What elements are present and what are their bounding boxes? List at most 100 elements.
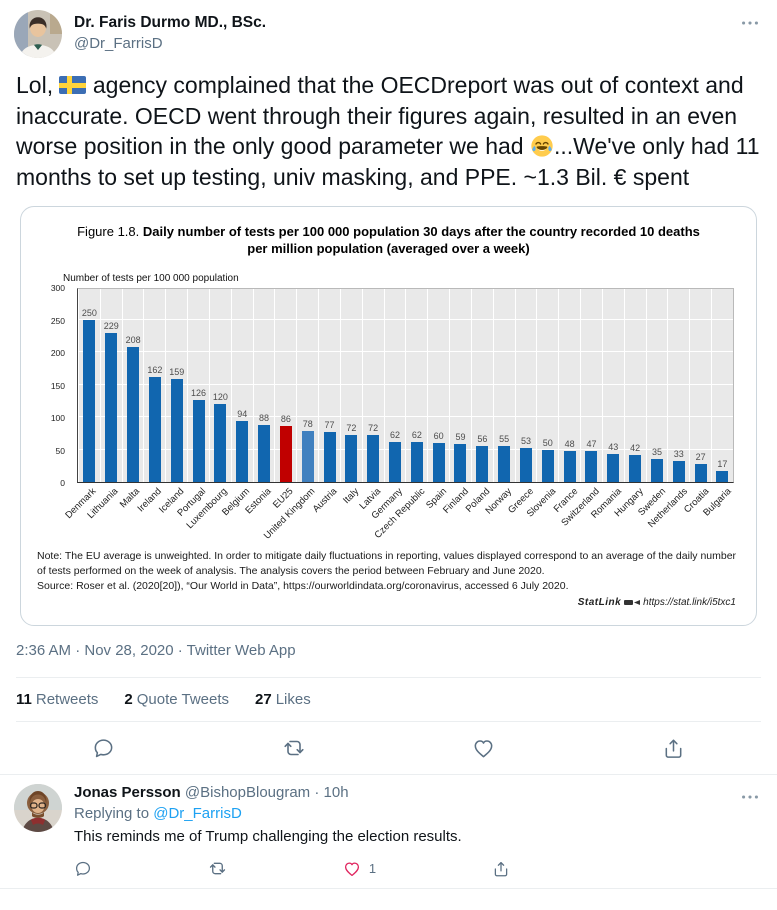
replying-to-line: Replying to @Dr_FarrisD bbox=[74, 805, 731, 822]
retweet-icon bbox=[284, 740, 304, 756]
retweet-button[interactable] bbox=[282, 736, 306, 760]
reply-share-button[interactable] bbox=[492, 859, 510, 878]
share-button[interactable] bbox=[662, 736, 685, 760]
bar-slovenia bbox=[541, 449, 554, 482]
bar-value-label: 42 bbox=[630, 442, 641, 453]
reply-like-button[interactable]: 1 bbox=[343, 859, 376, 878]
bar-column: 47 bbox=[580, 289, 602, 482]
reply-text: This reminds me of Trump challenging the… bbox=[74, 828, 462, 845]
bar-column: 88 bbox=[252, 289, 275, 482]
bar-iceland bbox=[170, 378, 183, 482]
retweets-stat[interactable]: 11 Retweets bbox=[16, 691, 98, 708]
avatar[interactable] bbox=[14, 10, 62, 58]
like-count: 27 bbox=[255, 691, 272, 708]
chart-figure-number: Figure 1.8. bbox=[77, 224, 143, 239]
bar-germany bbox=[389, 441, 401, 482]
bar-value-label: 62 bbox=[411, 429, 422, 440]
bar-lithuania bbox=[105, 333, 118, 482]
reply-retweet-button[interactable] bbox=[208, 859, 227, 878]
reply-button[interactable] bbox=[92, 736, 115, 760]
tweet-text: Lol, agency complained that the OECDrepo… bbox=[0, 70, 777, 192]
bar-value-label: 208 bbox=[125, 334, 141, 345]
bar-value-label: 77 bbox=[324, 419, 335, 430]
tweet-text-segment: Lol, bbox=[16, 72, 60, 98]
chart-plot-area: 250 229 208 162 159 126 120 94 88 86 78 77 72 72 62 62 6… bbox=[77, 288, 734, 483]
tweet-media-chart[interactable]: Figure 1.8. Daily number of tests per 10… bbox=[20, 206, 757, 626]
bar-column: 126 bbox=[187, 289, 209, 482]
reply-author-name[interactable]: Jonas Persson bbox=[74, 784, 181, 801]
tweet-text-segment: ...We've only had 11 months to set up te… bbox=[16, 133, 760, 190]
reply-action-bar: 1 bbox=[74, 859, 510, 888]
bar-belgium bbox=[236, 420, 249, 482]
reply-handle-time: @BishopBlougram · 10h bbox=[184, 784, 349, 801]
bar-latvia bbox=[367, 435, 380, 482]
bar-value-label: 59 bbox=[455, 431, 466, 442]
chart-statlink: StatLink https://stat.link/i5txc1 bbox=[33, 597, 744, 609]
author-name[interactable]: Dr. Faris Durmo MD., BSc. bbox=[74, 14, 267, 31]
likes-stat[interactable]: 27 Likes bbox=[255, 691, 311, 708]
bar-ireland bbox=[148, 376, 161, 482]
retweet-count: 11 bbox=[16, 691, 32, 708]
bar-value-label: 120 bbox=[212, 392, 228, 402]
chart-x-axis-labels: Denmark Lithuania Malta Ireland Iceland Portu… bbox=[63, 483, 734, 547]
bar-value-label: 250 bbox=[81, 307, 97, 318]
replying-to-link[interactable]: @Dr_FarrisD bbox=[153, 805, 242, 822]
bar-value-label: 229 bbox=[103, 321, 119, 332]
tweet-text-segment: agency complained that the OECDreport wa… bbox=[16, 72, 744, 159]
bar-value-label: 60 bbox=[433, 431, 444, 441]
chart-y-axis-label: Number of tests per 100 000 population bbox=[63, 273, 239, 284]
reply-icon bbox=[94, 738, 113, 757]
reply-name-line: Jonas Persson @BishopBlougram · 10h bbox=[74, 784, 731, 801]
bar-value-label: 48 bbox=[564, 438, 575, 449]
divider bbox=[0, 888, 777, 889]
bar-value-label: 78 bbox=[302, 419, 313, 430]
bar-column: 17 bbox=[711, 289, 733, 482]
more-options-button[interactable] bbox=[739, 10, 761, 39]
bar-column: 162 bbox=[143, 289, 165, 482]
y-tick-label: 300 bbox=[50, 283, 65, 293]
bar-value-label: 159 bbox=[169, 366, 185, 377]
sweden-flag-icon bbox=[59, 76, 87, 94]
bar-value-label: 53 bbox=[520, 435, 531, 446]
bar-sweden bbox=[650, 459, 663, 482]
reply-more-options-button[interactable] bbox=[739, 784, 761, 888]
replying-to-prefix: Replying to bbox=[74, 805, 154, 822]
gridline bbox=[78, 383, 733, 385]
bar-united-kingdom bbox=[301, 431, 314, 482]
bar-column: 78 bbox=[296, 289, 318, 482]
bar-column: 35 bbox=[645, 289, 668, 482]
chart-title-text: Daily number of tests per 100 000 popula… bbox=[142, 224, 700, 256]
bar-eu25 bbox=[279, 426, 292, 482]
reply-avatar-image bbox=[14, 784, 62, 832]
bar-netherlands bbox=[672, 460, 685, 482]
bar-denmark bbox=[83, 319, 96, 482]
bar-austria bbox=[323, 431, 336, 482]
bar-value-label: 56 bbox=[477, 433, 488, 444]
like-button[interactable] bbox=[472, 736, 495, 760]
more-dots-icon bbox=[742, 795, 758, 799]
doctor-avatar-image bbox=[14, 10, 62, 58]
bar-romania bbox=[607, 454, 620, 482]
bar-finland bbox=[454, 443, 467, 482]
bar-column: 48 bbox=[558, 289, 580, 482]
bar-poland bbox=[476, 445, 489, 482]
bar-column: 60 bbox=[427, 289, 449, 482]
y-tick-label: 0 bbox=[60, 478, 65, 488]
author-block: Dr. Faris Durmo MD., BSc. @Dr_FarrisD bbox=[74, 10, 739, 52]
bar-column: 208 bbox=[121, 289, 144, 482]
reply-reply-button[interactable] bbox=[74, 859, 92, 878]
bar-column: 72 bbox=[339, 289, 362, 482]
bar-value-label: 55 bbox=[499, 434, 510, 445]
bar-column: 250 bbox=[78, 289, 100, 482]
divider bbox=[16, 677, 761, 678]
bar-value-label: 72 bbox=[368, 423, 379, 434]
reply-avatar[interactable] bbox=[14, 784, 62, 832]
bar-value-label: 62 bbox=[390, 429, 401, 440]
bar-value-label: 162 bbox=[147, 364, 163, 375]
joy-tears-emoji-icon bbox=[530, 134, 554, 158]
bar-column: 56 bbox=[470, 289, 493, 482]
bar-column: 43 bbox=[601, 289, 624, 482]
chart-note-text: Note: The EU average is unweighted. In o… bbox=[37, 550, 737, 577]
bar-value-label: 88 bbox=[259, 412, 270, 423]
quote-tweets-stat[interactable]: 2 Quote Tweets bbox=[124, 691, 229, 708]
